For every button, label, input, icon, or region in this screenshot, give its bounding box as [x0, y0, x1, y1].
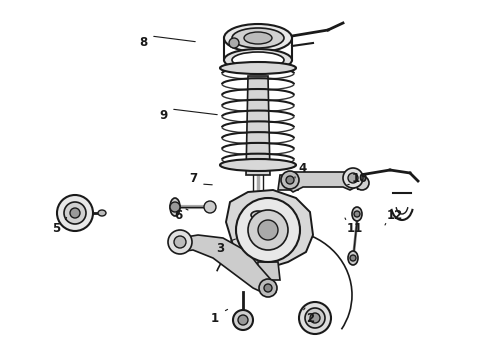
Ellipse shape — [170, 198, 180, 216]
Ellipse shape — [220, 159, 296, 171]
Circle shape — [286, 176, 294, 184]
Circle shape — [310, 313, 320, 323]
Circle shape — [299, 302, 331, 334]
Ellipse shape — [352, 207, 362, 221]
Circle shape — [354, 211, 360, 217]
Circle shape — [233, 310, 253, 330]
Polygon shape — [173, 235, 276, 295]
Circle shape — [174, 236, 186, 248]
Text: 12: 12 — [387, 208, 403, 221]
Ellipse shape — [224, 49, 292, 71]
Circle shape — [348, 173, 358, 183]
Circle shape — [57, 195, 93, 231]
Circle shape — [168, 230, 192, 254]
Circle shape — [258, 220, 278, 240]
Circle shape — [350, 255, 356, 261]
Ellipse shape — [98, 210, 106, 216]
Text: 3: 3 — [216, 242, 224, 255]
Polygon shape — [288, 172, 360, 192]
Polygon shape — [246, 76, 270, 175]
Text: 6: 6 — [174, 208, 182, 221]
Ellipse shape — [348, 251, 358, 265]
Circle shape — [248, 210, 288, 250]
Text: 7: 7 — [189, 171, 197, 185]
Circle shape — [259, 279, 277, 297]
Circle shape — [305, 308, 325, 328]
Text: 1: 1 — [211, 311, 219, 324]
Text: 9: 9 — [159, 108, 167, 122]
Circle shape — [204, 201, 216, 213]
Ellipse shape — [251, 211, 265, 219]
Ellipse shape — [220, 62, 296, 74]
Polygon shape — [226, 190, 313, 268]
Polygon shape — [256, 262, 280, 280]
Circle shape — [281, 171, 299, 189]
Circle shape — [343, 168, 363, 188]
Text: 8: 8 — [139, 36, 147, 49]
Circle shape — [229, 38, 239, 48]
Ellipse shape — [232, 28, 284, 48]
Text: 11: 11 — [347, 221, 363, 234]
Circle shape — [170, 202, 180, 212]
Text: 4: 4 — [299, 162, 307, 175]
Circle shape — [64, 202, 86, 224]
Circle shape — [238, 315, 248, 325]
Text: 2: 2 — [306, 311, 314, 324]
Polygon shape — [278, 175, 300, 190]
Ellipse shape — [224, 24, 292, 52]
Ellipse shape — [244, 32, 272, 44]
Ellipse shape — [232, 52, 284, 68]
Circle shape — [236, 198, 300, 262]
Circle shape — [264, 284, 272, 292]
Circle shape — [355, 176, 369, 190]
Circle shape — [70, 208, 80, 218]
Text: 10: 10 — [352, 171, 368, 185]
Text: 5: 5 — [52, 221, 60, 234]
